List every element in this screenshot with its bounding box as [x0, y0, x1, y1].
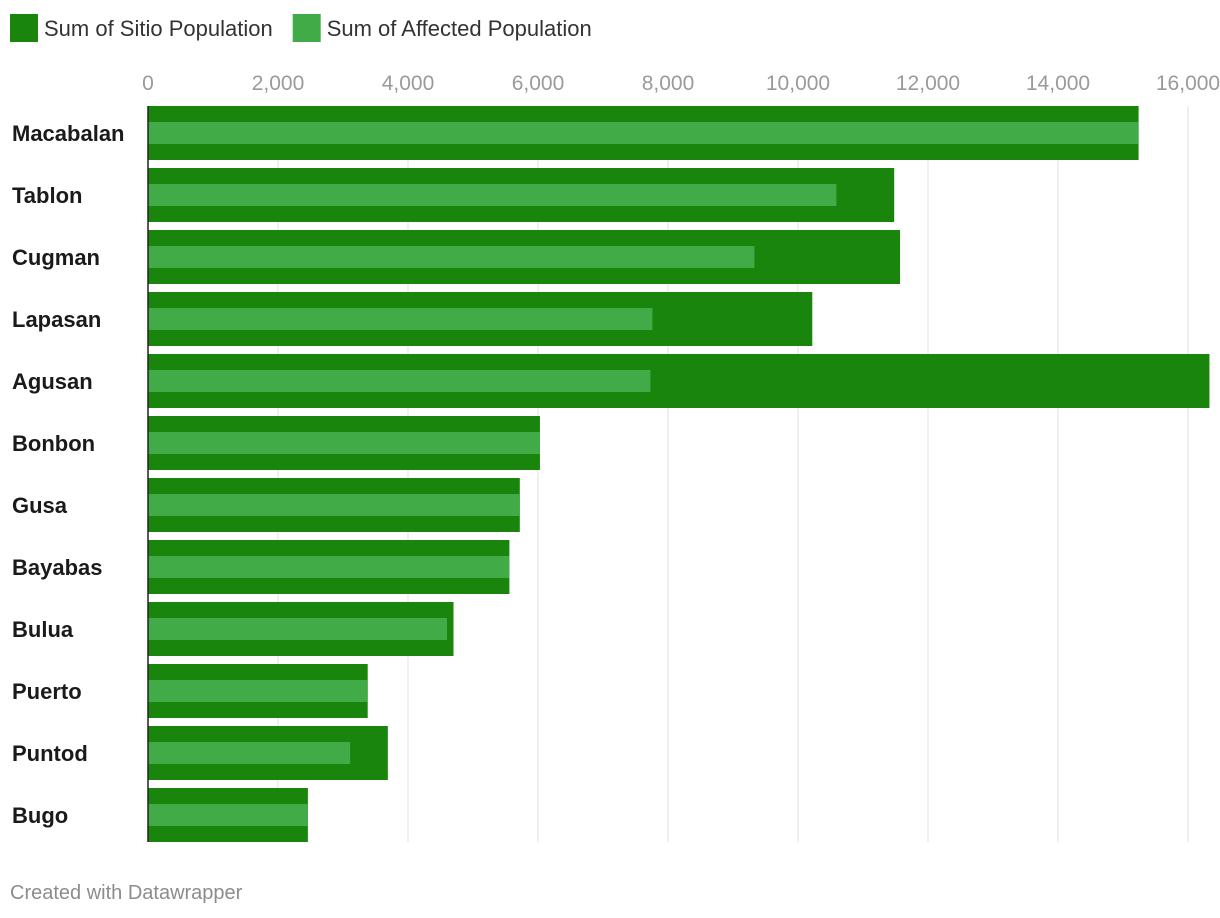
x-tick-label: 16,000: [1156, 72, 1220, 95]
bar-affected-population: [148, 370, 651, 392]
category-label: Agusan: [12, 369, 93, 394]
category-label: Bayabas: [12, 555, 103, 580]
bar-affected-population: [148, 432, 540, 454]
category-label: Macabalan: [12, 121, 125, 146]
bar-affected-population: [148, 804, 308, 826]
bar-affected-population: [148, 184, 837, 206]
x-tick-label: 6,000: [512, 72, 565, 95]
category-label: Bulua: [12, 617, 74, 642]
legend-label-2: Sum of Affected Population: [327, 16, 592, 41]
legend-label-1: Sum of Sitio Population: [44, 16, 273, 41]
x-tick-label: 0: [142, 72, 154, 95]
x-tick-label: 10,000: [766, 72, 830, 95]
category-label: Gusa: [12, 493, 68, 518]
category-label: Bonbon: [12, 431, 95, 456]
bar-affected-population: [148, 742, 351, 764]
bar-affected-population: [148, 122, 1139, 144]
credit-text[interactable]: Created with Datawrapper: [10, 882, 243, 904]
x-tick-label: 12,000: [896, 72, 960, 95]
legend-swatch-1: [10, 14, 38, 42]
category-label: Puntod: [12, 741, 88, 766]
bar-affected-population: [148, 494, 520, 516]
bar-affected-population: [148, 246, 755, 268]
category-label: Tablon: [12, 183, 82, 208]
bar-affected-population: [148, 308, 653, 330]
category-label: Cugman: [12, 245, 100, 270]
x-tick-label: 4,000: [382, 72, 435, 95]
category-label: Lapasan: [12, 307, 101, 332]
x-tick-label: 8,000: [642, 72, 695, 95]
category-label: Bugo: [12, 803, 68, 828]
legend-swatch-2: [292, 14, 321, 42]
bar-affected-population: [148, 556, 510, 578]
x-tick-label: 2,000: [252, 72, 305, 95]
bar-affected-population: [148, 680, 368, 702]
x-tick-label: 14,000: [1026, 72, 1090, 95]
category-label: Puerto: [12, 679, 82, 704]
bar-affected-population: [148, 618, 447, 640]
